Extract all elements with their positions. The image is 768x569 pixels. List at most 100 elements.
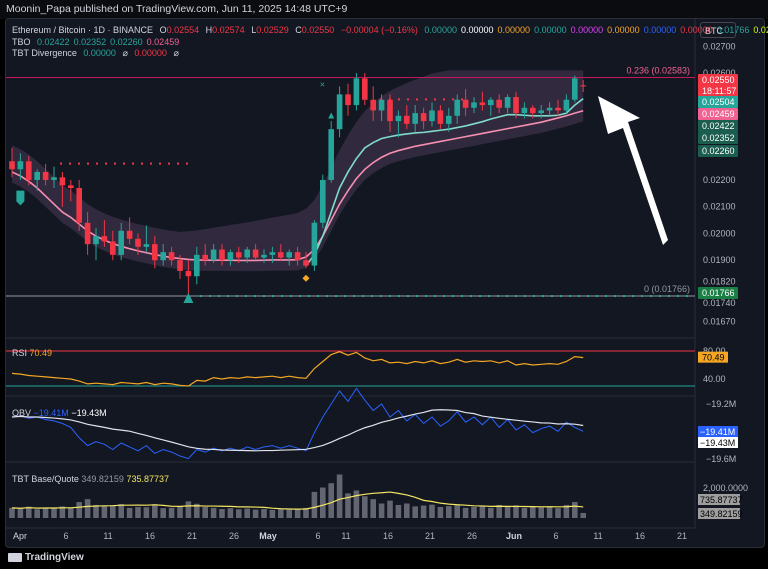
resistance-dot (398, 98, 400, 101)
support-dot (686, 295, 688, 298)
volume-bar (446, 506, 452, 518)
resistance-dot (159, 162, 161, 165)
time-tick-label: 26 (467, 531, 477, 541)
extra-value: 0.00000 (497, 25, 531, 35)
volume-bar (572, 502, 578, 518)
rsi-label[interactable]: RSI (12, 348, 28, 358)
resistance-dot (150, 162, 152, 165)
resistance-dot (105, 162, 107, 165)
volume-bar (202, 506, 208, 518)
obv-value-1: −19.41M (33, 408, 69, 418)
extra-value: 0.00000 (607, 25, 640, 35)
volume-bar (143, 507, 150, 518)
candle-body (51, 177, 57, 180)
volume-bar (412, 506, 418, 518)
support-dot (677, 295, 679, 298)
volume-bar (353, 490, 360, 518)
candle-body (236, 252, 242, 258)
volume-bar (84, 499, 91, 518)
volume-bar (504, 506, 511, 518)
price-badge-label: 0.01766 (702, 288, 735, 298)
support-dot (254, 295, 256, 298)
volume-bar (210, 507, 217, 518)
price-badge (698, 287, 738, 299)
volume-label[interactable]: TBT Base/Quote (12, 474, 79, 484)
candle-body (269, 252, 276, 255)
volume-bar (278, 509, 284, 518)
volume-bar (261, 509, 267, 518)
volume-value-2: 735.87737 (126, 474, 169, 484)
symbol-title[interactable]: Ethereum / Bitcoin · 1D · BINANCE (12, 25, 154, 35)
fib-label-top: 0.236 (0.02583) (626, 66, 690, 76)
volume-bar (404, 503, 410, 518)
candle-body (93, 236, 99, 245)
volume-bar (294, 508, 301, 518)
diamond-marker-icon (302, 274, 310, 282)
ohlc-close-label: C (295, 25, 302, 35)
volume-bar (328, 483, 334, 518)
candle-body (462, 99, 469, 108)
volume-bar (496, 504, 502, 518)
candle-body (404, 115, 410, 124)
candle-body (84, 222, 91, 245)
candle-body (17, 161, 24, 170)
resistance-dot (186, 162, 188, 165)
price-badge-label: 0.02459 (702, 109, 735, 119)
volume-badge (698, 508, 740, 519)
support-dot (479, 295, 481, 298)
time-tick-label: 11 (593, 531, 602, 541)
price-tick-label: 0.02100 (703, 202, 736, 212)
resistance-dot (434, 98, 436, 101)
obv-label[interactable]: OBV (12, 408, 32, 418)
candle-body (530, 107, 536, 114)
volume-bar (177, 506, 183, 518)
price-tick-label: 0.02200 (703, 175, 736, 185)
support-dot (434, 295, 436, 298)
price-badge (698, 145, 738, 157)
support-dot (632, 295, 634, 298)
divergence-label[interactable]: TBT Divergence (12, 48, 77, 58)
candle-body (437, 110, 444, 124)
volume-bar (563, 504, 570, 518)
tbo-label[interactable]: TBO (12, 37, 31, 47)
candle-body (429, 110, 435, 122)
volume-bar (152, 504, 158, 518)
support-dot (371, 295, 373, 298)
ohlc-open: 0.02554 (166, 25, 200, 35)
support-dot (398, 295, 400, 298)
candle-body (68, 185, 74, 188)
candle-body (261, 254, 267, 258)
time-tick-label: 16 (635, 531, 645, 541)
extra-value: 0.02504 (753, 25, 768, 35)
time-tick-label: Apr (13, 531, 27, 541)
volume-badge-label: 349.82159 (700, 509, 743, 519)
resistance-dot (168, 162, 170, 165)
currency-badge[interactable]: BTC (700, 22, 736, 38)
volume-bar (26, 506, 32, 518)
support-dot (614, 295, 616, 298)
candle-body (210, 249, 217, 261)
volume-bar (345, 493, 351, 518)
price-badge (698, 108, 738, 120)
support-dot (560, 295, 562, 298)
tbo-value: 0.02422 (37, 37, 70, 47)
candle-body (454, 99, 460, 116)
volume-bar (370, 499, 376, 518)
extra-value: 0.01766 (716, 25, 750, 35)
ohlc-low-label: L (251, 25, 257, 35)
volume-bar (101, 506, 108, 518)
volume-bar (311, 491, 318, 518)
price-tick-label: 0.02700 (703, 41, 736, 51)
ohlc-close: 0.02550 (301, 25, 335, 35)
extra-value: 0.00000 (424, 25, 457, 35)
time-tick-label: 16 (383, 531, 393, 541)
volume-badge-label: 735.87737 (700, 495, 743, 505)
volume-bar (59, 506, 66, 518)
time-tick-label: 6 (553, 531, 558, 541)
tradingview-logo[interactable]: TradingView (8, 552, 84, 563)
resistance-dot (380, 98, 382, 101)
candle-body (194, 254, 200, 277)
volume-bar (395, 504, 402, 518)
candle-body (504, 97, 511, 108)
